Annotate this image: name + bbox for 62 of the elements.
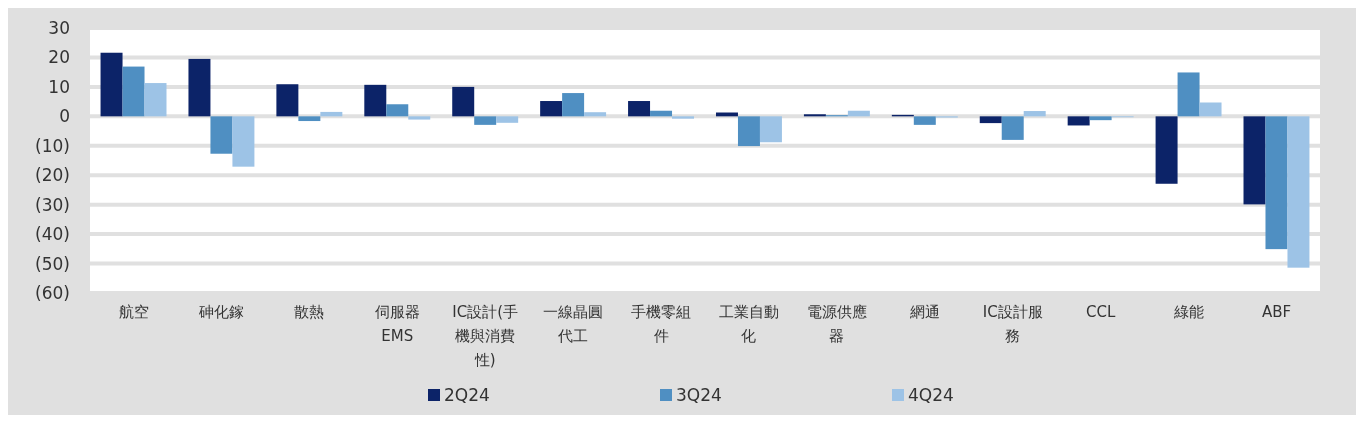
x-tick-label: 散熱 <box>294 303 325 321</box>
bar <box>452 86 475 117</box>
y-tick-label: 0 <box>59 106 70 127</box>
y-tick-label: 30 <box>48 17 70 38</box>
x-tick-label: IC設計服務 <box>982 303 1043 345</box>
y-tick-label: (40) <box>35 224 70 245</box>
x-tick-label: 航空 <box>118 303 149 321</box>
bar <box>913 116 936 125</box>
bar <box>144 83 167 117</box>
bar <box>1199 102 1222 117</box>
bar <box>210 116 233 154</box>
bar <box>386 104 409 117</box>
bar <box>1243 116 1266 205</box>
bar <box>320 111 343 117</box>
bar <box>1155 116 1178 184</box>
bar <box>979 116 1002 124</box>
bar <box>1287 116 1310 268</box>
x-tick-label: 伺服器EMS <box>374 303 420 345</box>
bar <box>803 114 826 117</box>
y-tick-label: (10) <box>35 135 70 156</box>
x-tick-label: 工業自動化 <box>718 303 779 345</box>
bar <box>232 116 255 167</box>
legend-label: 3Q24 <box>676 385 722 405</box>
bar <box>737 116 760 147</box>
bar <box>1177 72 1200 117</box>
bar <box>1265 116 1288 250</box>
x-tick-label: ABF <box>1261 303 1292 321</box>
bar <box>1089 116 1112 121</box>
bar <box>672 116 695 119</box>
x-tick-label: 綠能 <box>1172 303 1204 321</box>
bar <box>276 84 299 117</box>
x-tick-label: 一線晶圓代工 <box>543 303 604 345</box>
bar <box>188 58 211 117</box>
bar <box>1023 111 1046 117</box>
x-tick-label: CCL <box>1085 303 1116 321</box>
bar <box>1067 116 1090 126</box>
y-tick-label: 20 <box>48 47 70 68</box>
x-tick-label: IC設計(手機與消費性) <box>452 303 519 369</box>
bar <box>408 116 431 120</box>
bar <box>496 116 519 123</box>
bar <box>100 52 123 117</box>
x-tick-label: 手機零組件 <box>631 303 692 345</box>
y-tick-label: (50) <box>35 253 70 274</box>
bar <box>540 101 563 117</box>
bar <box>628 101 651 117</box>
y-tick-label: (60) <box>35 282 70 303</box>
bar <box>298 116 321 122</box>
bar <box>474 116 497 125</box>
x-tick-label: 電源供應器 <box>806 303 867 345</box>
legend-label: 4Q24 <box>908 385 954 405</box>
bar <box>759 116 782 143</box>
y-tick-label: (20) <box>35 165 70 186</box>
y-tick-label: (30) <box>35 194 70 215</box>
bar <box>364 84 387 117</box>
y-tick-label: 10 <box>48 76 70 97</box>
legend-label: 2Q24 <box>444 385 490 405</box>
bar <box>1001 116 1024 140</box>
x-tick-label: 網通 <box>908 303 940 321</box>
bar <box>122 66 145 117</box>
bar <box>584 112 607 117</box>
bar <box>562 93 585 117</box>
x-tick-label: 砷化鎵 <box>197 303 244 321</box>
